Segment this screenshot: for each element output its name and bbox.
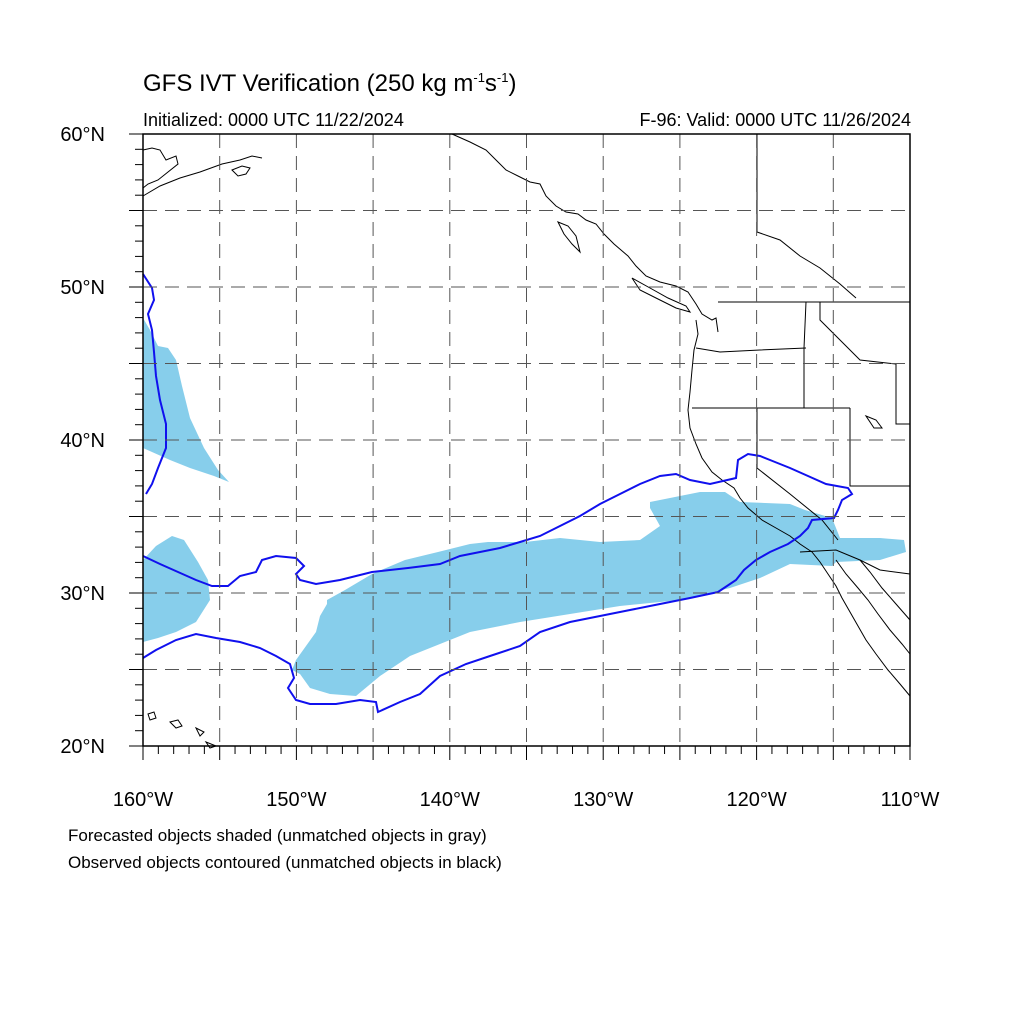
coastline-baja bbox=[811, 551, 911, 697]
lat-label: 50°N bbox=[60, 277, 105, 299]
footnote-forecast: Forecasted objects shaded (unmatched obj… bbox=[68, 826, 487, 845]
coastline-mexico-mainland bbox=[859, 559, 911, 621]
border-nevada-utah bbox=[849, 408, 910, 487]
axis-ticks bbox=[129, 133, 911, 760]
lon-label: 140°W bbox=[420, 789, 480, 811]
valid-time-label: F-96: Valid: 0000 UTC 11/26/2024 bbox=[639, 110, 912, 130]
lat-label: 20°N bbox=[60, 736, 105, 758]
border-montana bbox=[819, 302, 910, 425]
observed-objects bbox=[142, 273, 854, 714]
footnote-observed: Observed objects contoured (unmatched ob… bbox=[68, 853, 502, 872]
forecast-object-main bbox=[292, 492, 906, 696]
border-us-mexico bbox=[799, 549, 911, 575]
lake-great-salt bbox=[864, 414, 883, 429]
forecast-object-northwest bbox=[143, 318, 229, 482]
border-yukon-bc bbox=[756, 231, 857, 299]
lon-label: 110°W bbox=[881, 789, 940, 811]
coastline-us-west bbox=[687, 319, 813, 553]
lon-label: 160°W bbox=[113, 789, 173, 811]
map-gridlines bbox=[143, 134, 910, 746]
coastlines bbox=[142, 133, 911, 749]
lat-label: 60°N bbox=[60, 124, 105, 146]
coastline-alaska-peninsula bbox=[142, 155, 263, 197]
coastline-vancouver-island bbox=[631, 277, 692, 313]
lat-label: 40°N bbox=[60, 430, 105, 452]
forecast-objects bbox=[143, 318, 906, 696]
coastline-gulf-california bbox=[835, 559, 911, 655]
map-frame bbox=[142, 133, 911, 747]
observed-object-west bbox=[142, 273, 167, 495]
axis-labels: 20°N 30°N 40°N 50°N 60°N 160°W 150°W 140… bbox=[60, 124, 939, 811]
forecast-object-west bbox=[143, 536, 210, 642]
border-oregon-north bbox=[695, 347, 807, 353]
coastline-gulf-alaska bbox=[451, 133, 719, 333]
coastline-bc-islands bbox=[556, 221, 581, 254]
coastline-alaska bbox=[142, 147, 179, 189]
coastline-kodiak bbox=[231, 165, 251, 177]
coastline-hawaii bbox=[147, 711, 218, 749]
lon-label: 130°W bbox=[573, 789, 633, 811]
lon-label: 120°W bbox=[726, 789, 786, 811]
lat-label: 30°N bbox=[60, 583, 105, 605]
init-time-label: Initialized: 0000 UTC 11/22/2024 bbox=[143, 110, 404, 130]
border-idaho bbox=[803, 301, 807, 408]
observed-object-main bbox=[142, 452, 854, 714]
map-title: GFS IVT Verification (250 kg m-1s-1) bbox=[143, 70, 517, 97]
lon-label: 150°W bbox=[266, 789, 326, 811]
